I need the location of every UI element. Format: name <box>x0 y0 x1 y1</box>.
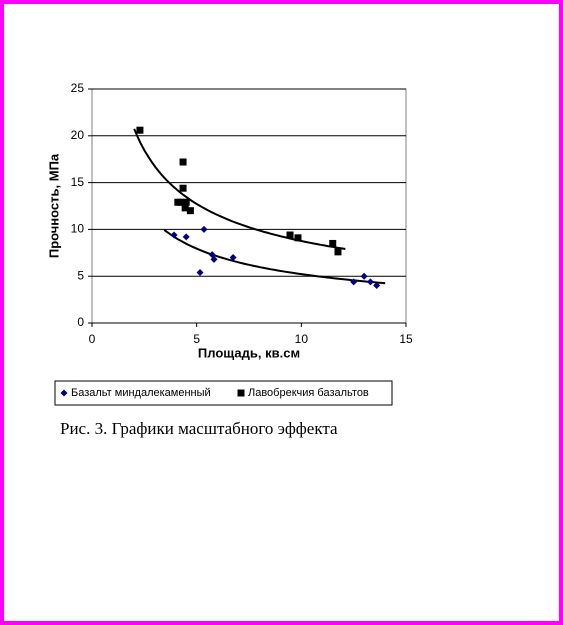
marker-diamond <box>229 253 237 261</box>
x-axis-title: Площадь, кв.см <box>198 345 300 360</box>
y-tick-label: 15 <box>71 175 85 189</box>
marker-square <box>237 389 245 397</box>
marker-square <box>177 198 185 206</box>
x-tick-label: 10 <box>295 332 309 346</box>
marker-diamond <box>60 389 68 397</box>
y-tick-label: 10 <box>71 222 85 236</box>
y-tick-label: 25 <box>71 81 85 95</box>
x-tick-label: 5 <box>193 332 200 346</box>
x-tick-label: 15 <box>399 332 413 346</box>
marker-diamond <box>373 282 381 290</box>
marker-diamond <box>350 278 358 286</box>
trendline <box>163 229 386 285</box>
legend-text: Базальт миндалекаменный <box>71 387 211 399</box>
marker-square <box>182 198 190 206</box>
legend-box <box>54 380 393 406</box>
marker-diamond <box>360 272 368 280</box>
y-axis-title: Прочность, МПа <box>46 153 61 258</box>
marker-square <box>181 204 189 212</box>
marker-square <box>294 234 302 242</box>
marker-diamond <box>196 268 204 276</box>
marker-square <box>329 239 337 247</box>
marker-diamond <box>200 225 208 233</box>
plot-area <box>91 88 407 324</box>
marker-square <box>186 207 194 215</box>
trendline <box>133 128 346 250</box>
y-tick-label: 5 <box>77 268 84 282</box>
y-tick-label: 20 <box>71 128 85 142</box>
marker-square <box>136 126 144 134</box>
y-tick-label: 0 <box>77 315 84 329</box>
marker-diamond <box>182 233 190 241</box>
marker-diamond <box>210 255 218 263</box>
marker-square <box>179 184 187 192</box>
legend-text: Лавобрекчия базальтов <box>248 387 369 399</box>
x-tick-label: 0 <box>89 332 96 346</box>
caption: Рис. 3. Графики масштабного эффекта <box>60 419 338 438</box>
marker-square <box>334 248 342 256</box>
marker-diamond <box>366 278 374 286</box>
marker-diamond <box>170 231 178 239</box>
marker-square <box>179 158 187 166</box>
marker-square <box>286 231 294 239</box>
